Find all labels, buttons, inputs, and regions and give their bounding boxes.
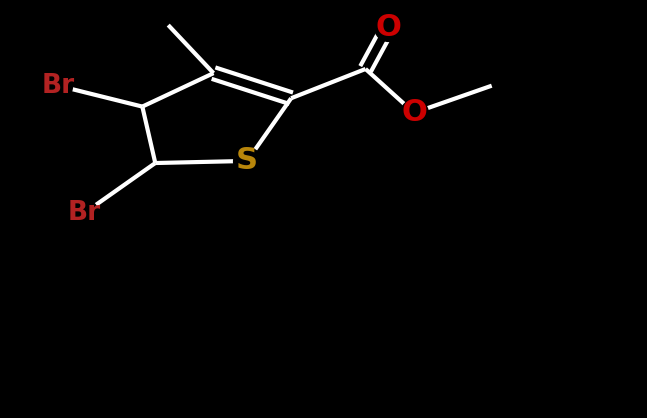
Text: Br: Br (67, 200, 101, 226)
Text: Br: Br (41, 73, 75, 99)
Text: O: O (401, 98, 427, 127)
Text: S: S (236, 146, 258, 176)
Text: O: O (375, 13, 401, 42)
